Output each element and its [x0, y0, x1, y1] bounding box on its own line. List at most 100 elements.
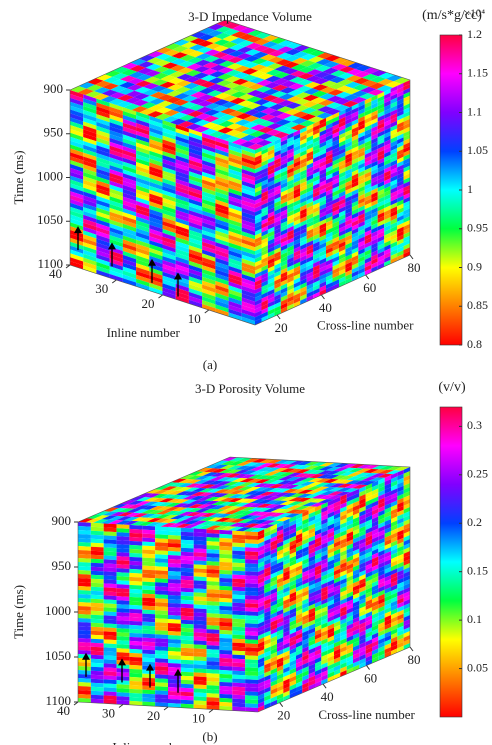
- front-left-face: [181, 572, 194, 577]
- front-left-face: [129, 605, 142, 610]
- front-left-face: [181, 648, 194, 653]
- front-left-face: [168, 591, 181, 596]
- front-left-face: [194, 668, 207, 673]
- front-left-face: [219, 578, 232, 583]
- front-left-face: [78, 678, 91, 683]
- front-left-face: [91, 579, 104, 584]
- front-left-face: [129, 637, 142, 642]
- front-left-face: [232, 683, 245, 688]
- front-left-face: [245, 691, 258, 696]
- front-left-face: [142, 638, 155, 643]
- y-tick-label: 60: [363, 280, 376, 295]
- front-left-face: [194, 620, 207, 625]
- front-left-face: [104, 691, 117, 696]
- front-left-face: [219, 546, 232, 551]
- front-left-face: [104, 599, 117, 604]
- front-left-face: [181, 640, 194, 645]
- front-left-face: [232, 607, 245, 612]
- front-left-face: [91, 599, 104, 604]
- front-left-face: [245, 571, 258, 576]
- front-left-face: [219, 566, 232, 571]
- front-left-face: [194, 612, 207, 617]
- front-left-face: [129, 557, 142, 562]
- front-left-face: [78, 690, 91, 695]
- front-left-face: [104, 631, 117, 636]
- front-left-face: [245, 611, 258, 616]
- front-left-face: [207, 541, 220, 546]
- front-left-face: [104, 611, 117, 616]
- front-left-face: [155, 538, 168, 543]
- front-left-face: [245, 583, 258, 588]
- front-left-face: [245, 543, 258, 548]
- front-left-face: [129, 649, 142, 654]
- front-left-face: [245, 575, 258, 580]
- front-left-face: [219, 630, 232, 635]
- front-left-face: [104, 671, 117, 676]
- front-left-face: [142, 698, 155, 703]
- front-left-face: [232, 591, 245, 596]
- front-left-face: [91, 535, 104, 540]
- front-left-face: [91, 555, 104, 560]
- front-left-face: [104, 675, 117, 680]
- front-left-face: [181, 600, 194, 605]
- front-left-face: [155, 694, 168, 699]
- front-left-face: [78, 674, 91, 679]
- front-left-face: [129, 589, 142, 594]
- front-left-face: [245, 643, 258, 648]
- front-left-face: [155, 642, 168, 647]
- front-left-face: [219, 678, 232, 683]
- front-left-face: [129, 625, 142, 630]
- front-left-face: [194, 544, 207, 549]
- front-left-face: [142, 570, 155, 575]
- front-left-face: [168, 631, 181, 636]
- y-tick-label: 40: [319, 300, 332, 315]
- front-left-face: [181, 680, 194, 685]
- front-left-face: [207, 577, 220, 582]
- front-left-face: [181, 620, 194, 625]
- front-left-face: [207, 549, 220, 554]
- front-left-face: [129, 665, 142, 670]
- front-left-face: [117, 536, 130, 541]
- y-tick-label: 80: [408, 652, 421, 667]
- front-left-face: [155, 546, 168, 551]
- front-left-face: [181, 696, 194, 701]
- front-left-face: [104, 659, 117, 664]
- front-left-face: [104, 639, 117, 644]
- front-left-face: [78, 594, 91, 599]
- front-left-face: [129, 645, 142, 650]
- front-left-face: [168, 543, 181, 548]
- front-left-face: [194, 540, 207, 545]
- front-left-face: [117, 592, 130, 597]
- front-left-face: [129, 565, 142, 570]
- front-left-face: [155, 618, 168, 623]
- front-left-face: [142, 582, 155, 587]
- front-left-face: [117, 680, 130, 685]
- front-left-face: [245, 535, 258, 540]
- front-left-face: [232, 667, 245, 672]
- front-left-face: [219, 602, 232, 607]
- front-left-face: [194, 616, 207, 621]
- front-left-face: [168, 679, 181, 684]
- front-left-face: [207, 689, 220, 694]
- colorbar-tick-label: 0.05: [467, 660, 488, 674]
- front-left-face: [181, 652, 194, 657]
- front-left-face: [219, 686, 232, 691]
- y-axis-label: Cross-line number: [318, 707, 415, 722]
- front-left-face: [194, 672, 207, 677]
- front-left-face: [117, 692, 130, 697]
- front-left-face: [142, 690, 155, 695]
- front-left-face: [129, 657, 142, 662]
- front-left-face: [181, 612, 194, 617]
- front-left-face: [232, 691, 245, 696]
- front-left-face: [194, 696, 207, 701]
- front-left-face: [232, 563, 245, 568]
- front-left-face: [219, 658, 232, 663]
- front-left-face: [91, 539, 104, 544]
- colorbar: [440, 35, 462, 345]
- front-left-face: [117, 620, 130, 625]
- front-left-face: [104, 607, 117, 612]
- front-left-face: [245, 675, 258, 680]
- z-axis-label: Time (ms): [11, 585, 26, 639]
- front-left-face: [219, 642, 232, 647]
